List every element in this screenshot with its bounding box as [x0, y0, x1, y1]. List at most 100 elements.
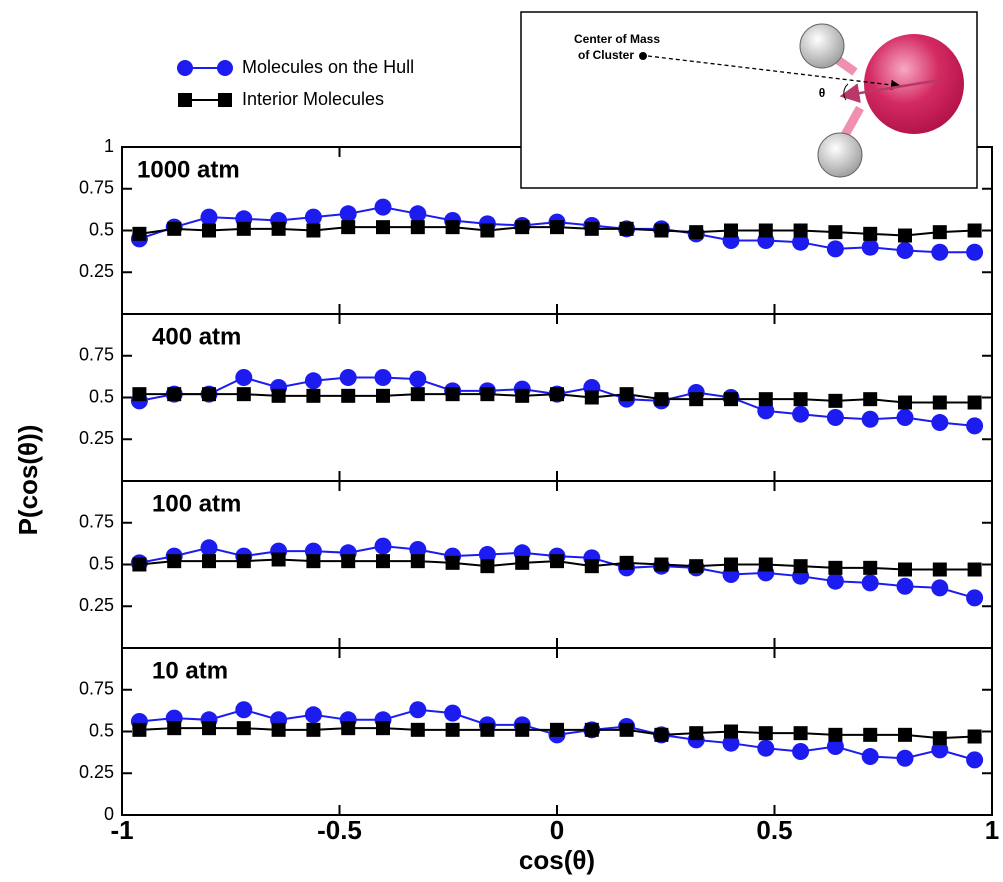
point	[828, 393, 843, 408]
legend-marker	[218, 93, 232, 107]
point	[932, 225, 947, 240]
angle-arc	[843, 83, 849, 101]
point	[480, 223, 495, 238]
point	[931, 741, 949, 759]
point	[132, 226, 147, 241]
point	[550, 387, 564, 402]
y-tick-label: 0.25	[79, 762, 114, 782]
y-tick-label: 0.25	[79, 261, 114, 281]
panel-frame	[121, 647, 993, 816]
point	[202, 554, 216, 569]
point	[236, 387, 251, 402]
inset-label: of Cluster	[578, 48, 634, 62]
point	[722, 734, 740, 752]
point	[376, 220, 390, 235]
point	[341, 554, 356, 569]
point	[861, 238, 879, 256]
legend-marker	[177, 60, 193, 76]
point	[235, 368, 253, 386]
point	[966, 751, 984, 769]
point	[374, 198, 392, 216]
point	[480, 559, 495, 574]
point	[478, 545, 496, 563]
point	[826, 572, 844, 590]
point	[584, 559, 599, 574]
y-tick-label: 1	[104, 136, 114, 156]
point	[167, 721, 182, 736]
point	[376, 554, 390, 569]
point	[966, 243, 984, 261]
point	[200, 208, 218, 226]
point	[792, 405, 810, 423]
point	[409, 370, 427, 388]
panel-label: 400 atm	[152, 323, 241, 350]
point	[758, 557, 773, 572]
point	[235, 701, 253, 719]
point	[757, 402, 775, 420]
point	[202, 387, 216, 402]
point	[306, 722, 321, 737]
point	[758, 726, 773, 741]
point	[339, 205, 357, 223]
point	[550, 722, 564, 737]
point	[584, 221, 599, 236]
point	[826, 409, 844, 427]
y-axis-label: P(cos(θ))	[13, 425, 43, 536]
y-tick-label: 0.5	[89, 219, 114, 239]
point	[758, 392, 773, 407]
point	[304, 208, 322, 226]
point	[619, 387, 634, 402]
point	[724, 557, 738, 572]
point	[236, 221, 251, 236]
point	[445, 722, 460, 737]
point	[861, 748, 879, 766]
point	[898, 562, 912, 577]
y-tick-label: 0.5	[89, 720, 114, 740]
point	[374, 368, 392, 386]
point	[931, 579, 949, 597]
y-tick-label: 0	[104, 804, 114, 824]
point	[515, 388, 530, 403]
center-point	[639, 52, 647, 60]
point	[758, 223, 773, 238]
point	[410, 722, 425, 737]
point	[132, 387, 147, 402]
y-tick-label: 0.25	[79, 595, 114, 615]
point	[200, 539, 218, 557]
panel-label: 10 atm	[152, 657, 228, 684]
point	[689, 392, 704, 407]
point	[374, 537, 392, 555]
angle-label: θ	[819, 86, 826, 100]
y-tick-label: 0.75	[79, 679, 114, 699]
point	[132, 722, 147, 737]
point	[515, 555, 530, 570]
point	[550, 554, 564, 569]
point	[654, 727, 669, 742]
point	[828, 225, 843, 240]
point	[967, 223, 982, 238]
point	[132, 557, 147, 572]
point	[410, 554, 425, 569]
point	[306, 223, 321, 238]
point	[409, 205, 427, 223]
point	[550, 220, 564, 235]
point	[444, 704, 462, 722]
point	[724, 724, 738, 739]
point	[654, 392, 669, 407]
x-tick-label: -1	[110, 815, 133, 845]
point	[445, 220, 460, 235]
point	[689, 726, 704, 741]
point	[828, 727, 843, 742]
dipole-arrow	[839, 78, 941, 104]
x-axis-label: cos(θ)	[519, 845, 595, 875]
y-tick-label: 0.75	[79, 512, 114, 532]
point	[724, 223, 738, 238]
point	[967, 395, 982, 410]
point	[724, 392, 738, 407]
legend-marker	[217, 60, 233, 76]
inset-diagram: Center of Mass of Cluster θ	[520, 11, 978, 189]
point	[236, 554, 251, 569]
point	[515, 220, 530, 235]
point	[863, 392, 878, 407]
